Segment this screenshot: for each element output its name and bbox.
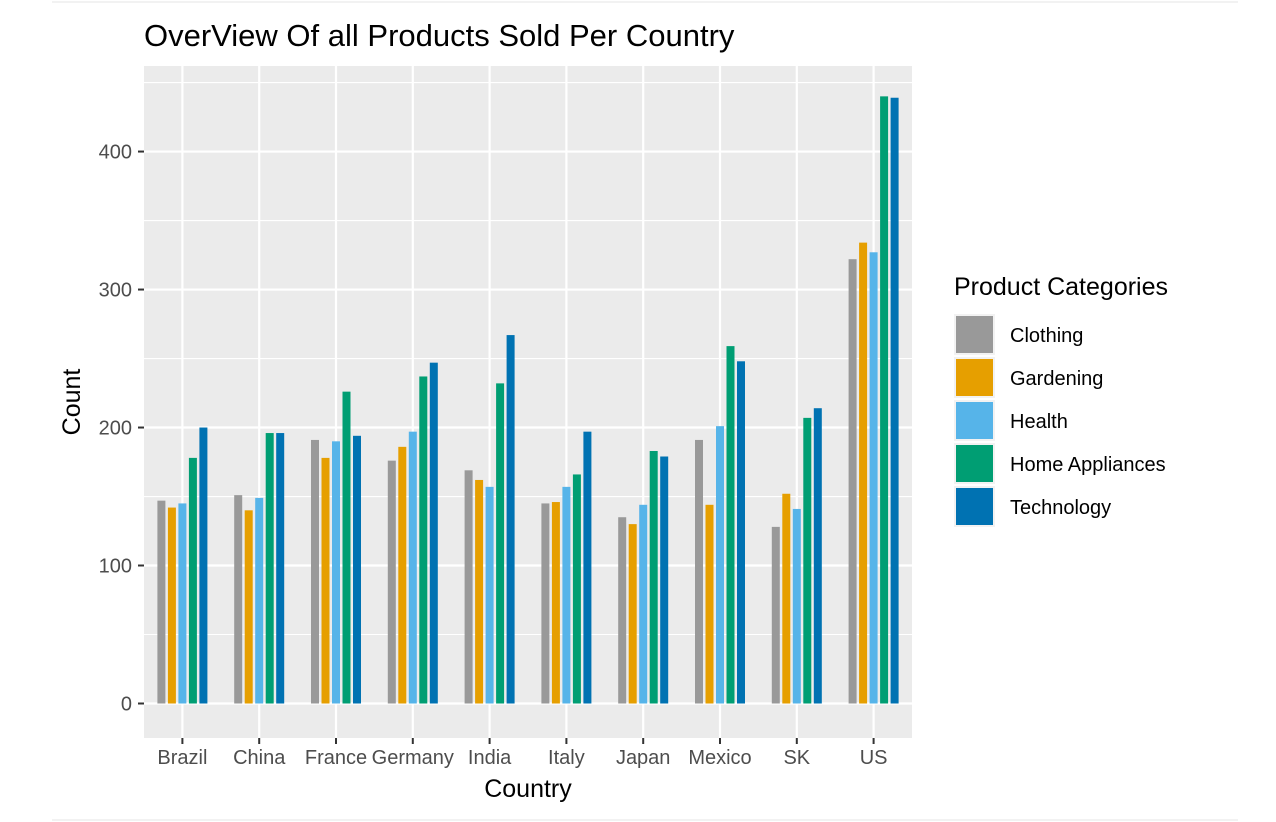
x-tick-label: Mexico xyxy=(688,747,751,769)
bar xyxy=(178,503,187,704)
bar xyxy=(398,446,407,704)
bar xyxy=(848,259,857,704)
x-tick-label: China xyxy=(233,747,286,769)
legend-label: Gardening xyxy=(1010,368,1103,390)
bar xyxy=(869,252,878,704)
x-axis: Brazil China France Germany India Italy Japan M… xyxy=(157,738,887,769)
bar xyxy=(813,408,822,704)
x-tick-label: Germany xyxy=(372,747,454,769)
bar xyxy=(782,493,791,704)
x-axis-title: Country xyxy=(484,775,572,803)
x-tick-label: India xyxy=(468,747,512,769)
bar xyxy=(562,486,571,704)
legend-swatch xyxy=(956,402,993,439)
y-tick-label: 0 xyxy=(121,694,132,716)
y-tick-label: 400 xyxy=(99,142,132,164)
legend-swatch xyxy=(956,488,993,525)
legend: Product Categories Clothing Gardening Heal… xyxy=(954,273,1168,527)
bar xyxy=(880,96,889,704)
bar xyxy=(276,433,285,704)
bar xyxy=(475,479,484,704)
bar xyxy=(387,460,396,704)
bar xyxy=(639,504,648,704)
bar xyxy=(737,361,745,704)
bar xyxy=(485,486,494,704)
bar xyxy=(890,97,899,704)
bar xyxy=(506,335,515,704)
legend-title: Product Categories xyxy=(954,273,1168,301)
x-tick-label: France xyxy=(305,747,367,769)
bar xyxy=(321,457,330,704)
bar xyxy=(353,435,361,704)
x-tick-label: Brazil xyxy=(157,747,207,769)
bar xyxy=(311,439,319,704)
bar xyxy=(660,456,669,704)
bar xyxy=(332,441,340,704)
legend-items: Clothing Gardening Health Home Appliances Te… xyxy=(954,314,1166,527)
y-tick-label: 100 xyxy=(99,556,132,578)
bar xyxy=(167,507,176,704)
y-tick-label: 300 xyxy=(99,280,132,302)
bar xyxy=(628,524,637,704)
bar xyxy=(859,242,868,704)
bar xyxy=(419,376,428,704)
legend-label: Clothing xyxy=(1010,325,1083,347)
bar xyxy=(726,346,735,704)
legend-swatch xyxy=(956,359,993,396)
bar xyxy=(771,526,780,704)
bar xyxy=(342,391,351,704)
bar xyxy=(429,362,438,704)
bar xyxy=(464,470,473,704)
bar xyxy=(244,510,253,704)
bar xyxy=(705,504,714,704)
bar xyxy=(234,495,243,704)
x-tick-label: US xyxy=(860,747,888,769)
bar xyxy=(695,439,703,704)
bar xyxy=(188,457,197,704)
bar xyxy=(408,431,417,704)
bar xyxy=(157,500,166,704)
bar xyxy=(199,427,208,704)
legend-swatch xyxy=(956,316,993,353)
legend-swatch xyxy=(956,445,993,482)
bar xyxy=(265,433,274,704)
x-tick-label: Italy xyxy=(548,747,585,769)
bar xyxy=(255,497,264,704)
bars xyxy=(157,96,899,704)
y-axis-title: Count xyxy=(58,369,86,436)
y-tick-label: 200 xyxy=(99,418,132,440)
legend-label: Health xyxy=(1010,411,1068,433)
bar xyxy=(716,426,724,704)
legend-label: Technology xyxy=(1010,497,1111,519)
bar xyxy=(649,450,658,704)
bar xyxy=(803,417,812,704)
x-tick-label: SK xyxy=(783,747,810,769)
bar xyxy=(583,431,592,704)
x-tick-label: Japan xyxy=(616,747,671,769)
bar xyxy=(792,508,801,704)
bar xyxy=(551,502,560,704)
y-axis: 0 100 200 300 400 xyxy=(99,142,144,716)
legend-label: Home Appliances xyxy=(1010,454,1166,476)
bar xyxy=(496,383,505,704)
bar xyxy=(572,474,581,704)
bar xyxy=(618,517,627,704)
chart-title: OverView Of all Products Sold Per Countr… xyxy=(144,18,735,53)
bar xyxy=(541,503,550,704)
